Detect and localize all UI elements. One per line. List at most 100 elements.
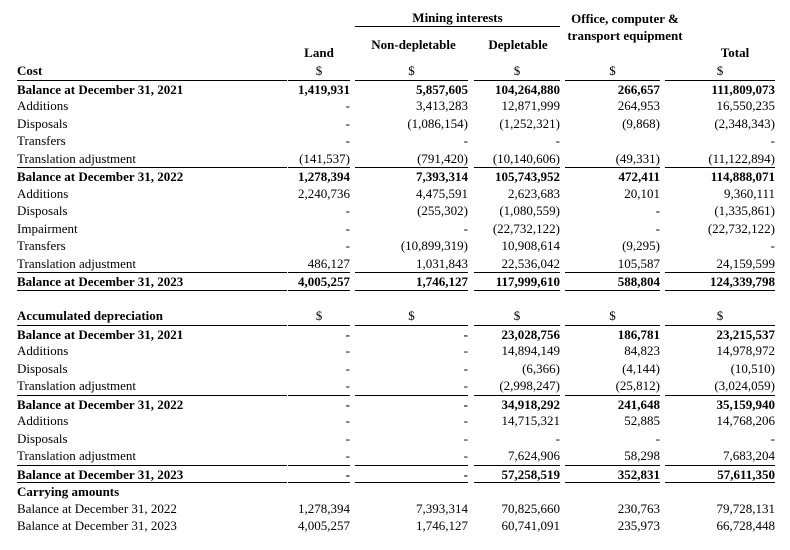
row-label: Balance at December 31, 2022 — [17, 394, 287, 413]
cell: - — [555, 133, 560, 148]
cell: - — [345, 360, 350, 376]
cell: 235,973 — [617, 518, 660, 533]
cell: 117,999,610 — [474, 272, 560, 291]
cell: 12,871,999 — [501, 98, 561, 113]
cell: 105,587 — [617, 255, 660, 271]
row-label: Transfers — [17, 133, 66, 148]
cell: 9,360,111 — [723, 185, 775, 201]
row-label: Cost — [17, 63, 43, 78]
cell: - — [288, 464, 350, 483]
cell: - — [345, 378, 350, 393]
cell: 20,101 — [624, 185, 660, 201]
cell: - — [655, 220, 660, 236]
cell: 264,953 — [617, 98, 660, 113]
row-label: Translation adjustment — [17, 378, 137, 393]
cell: 70,825,660 — [501, 500, 561, 516]
cell: 1,278,394 — [288, 167, 350, 185]
cell: 58,298 — [624, 448, 660, 463]
row-label: Balance at December 31, 2022 — [17, 500, 177, 516]
cell: - — [288, 324, 350, 343]
cell: (9,295) — [622, 238, 660, 253]
cell: (1,335,861) — [714, 203, 775, 218]
cell: $ — [408, 308, 415, 323]
cell: - — [345, 203, 350, 218]
cell: 23,028,756 — [474, 324, 560, 343]
cell: - — [655, 203, 660, 218]
cell: - — [655, 430, 660, 446]
row-label: Translation adjustment — [17, 150, 137, 166]
cell: 114,888,071 — [665, 167, 775, 185]
cell: - — [555, 430, 560, 446]
cell: 79,728,131 — [716, 500, 776, 516]
cell: 16,550,235 — [716, 98, 776, 113]
cell: - — [463, 343, 468, 358]
row-label: Balance at December 31, 2023 — [17, 464, 287, 483]
cell: 84,823 — [624, 343, 660, 358]
row-label: Balance at December 31, 2023 — [17, 272, 287, 291]
cell: - — [355, 394, 468, 413]
column-header: Land — [304, 45, 334, 60]
cell: (3,024,059) — [714, 378, 775, 393]
cell: (1,080,559) — [499, 203, 560, 218]
cell: 24,159,599 — [716, 255, 776, 271]
cell: 1,746,127 — [416, 518, 468, 533]
cell: 14,894,149 — [501, 343, 561, 358]
column-header: Depletable — [488, 37, 548, 52]
cell: 57,258,519 — [474, 464, 560, 483]
cell: $ — [716, 63, 724, 78]
cell: - — [345, 98, 350, 113]
cell: 7,624,906 — [508, 448, 560, 463]
cell: 4,005,257 — [288, 272, 350, 291]
row-label: Balance at December 31, 2022 — [17, 167, 287, 185]
row-label: Accumulated depreciation — [17, 308, 163, 323]
cell: (6,366) — [522, 360, 560, 376]
cell: (49,331) — [615, 150, 660, 166]
row-label: Impairment — [17, 220, 78, 236]
cell: - — [355, 324, 468, 343]
cell: 105,743,952 — [474, 167, 560, 185]
cell: - — [345, 238, 350, 253]
cell: $ — [315, 308, 323, 323]
row-label: Balance at December 31, 2021 — [17, 324, 287, 343]
cell: 7,393,314 — [416, 500, 468, 516]
cell: - — [463, 448, 468, 463]
cell: (25,812) — [615, 378, 660, 393]
cell: $ — [513, 63, 521, 78]
cell: - — [345, 430, 350, 446]
cell — [665, 482, 775, 500]
row-label: Additions — [17, 98, 69, 113]
row-label: Transfers — [17, 238, 66, 253]
cell: (4,144) — [622, 360, 660, 376]
cell: 472,411 — [565, 167, 660, 185]
column-header: Non-depletable — [371, 37, 456, 52]
cell: (255,302) — [417, 203, 468, 218]
cell: - — [345, 115, 350, 131]
cell: - — [345, 448, 350, 463]
group-header: Mining interests — [355, 9, 560, 27]
cell: - — [463, 220, 468, 236]
row-label: Additions — [17, 413, 69, 428]
cell: $ — [716, 308, 724, 323]
cell: 66,728,448 — [716, 518, 776, 533]
cell: - — [355, 464, 468, 483]
cell: (22,732,122) — [492, 220, 560, 236]
cell: (791,420) — [417, 150, 468, 166]
cell: 7,393,314 — [355, 167, 468, 185]
cell — [474, 482, 560, 500]
cell: $ — [609, 63, 616, 78]
cell: 23,215,537 — [665, 324, 775, 343]
cell: 186,781 — [565, 324, 660, 343]
row-label: Disposals — [17, 360, 68, 376]
cell: - — [345, 413, 350, 428]
cell: - — [463, 133, 468, 148]
cell: (2,348,343) — [714, 115, 775, 131]
cell: 57,611,350 — [665, 464, 775, 483]
cell: 111,809,073 — [665, 79, 775, 98]
cell: 14,715,321 — [501, 413, 561, 428]
cell — [565, 132, 660, 150]
row-label: Balance at December 31, 2021 — [17, 79, 287, 98]
cell: (9,868) — [622, 115, 660, 131]
cell: 241,648 — [565, 394, 660, 413]
cell — [355, 482, 468, 500]
cell: - — [463, 378, 468, 393]
